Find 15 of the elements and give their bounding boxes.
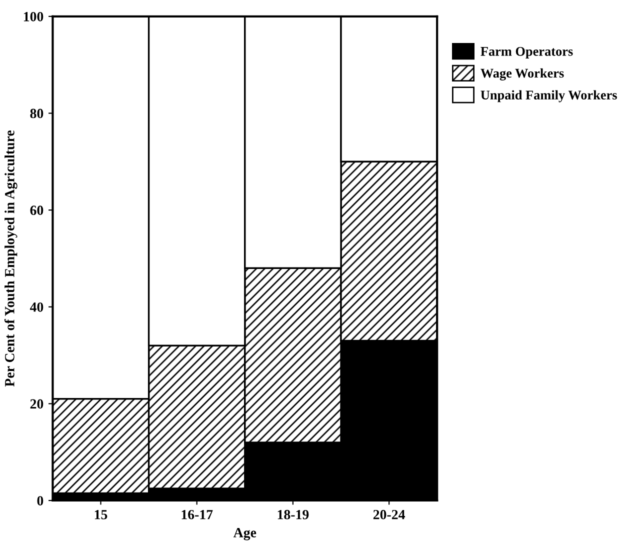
x-tick-label: 15 <box>94 510 108 520</box>
y-tick-label: 80 <box>30 108 44 118</box>
legend-label: Wage Workers <box>480 68 564 80</box>
legend-label: Unpaid Family Workers <box>480 90 617 102</box>
y-tick-label: 20 <box>30 399 44 409</box>
x-tick-label: 20-24 <box>373 510 405 520</box>
x-tick-label: 18-19 <box>278 510 309 520</box>
x-tick-label: 16-17 <box>182 510 213 520</box>
y-tick-label: 60 <box>30 206 44 216</box>
x-axis-title: Age <box>233 528 256 540</box>
y-tick-label: 0 <box>37 496 44 506</box>
y-axis-title: Per Cent of Youth Employed in Agriculture <box>4 130 18 387</box>
legend-label: Farm Operators <box>480 46 573 59</box>
y-tick-label: 40 <box>30 302 44 312</box>
y-tick-label: 100 <box>24 12 44 22</box>
